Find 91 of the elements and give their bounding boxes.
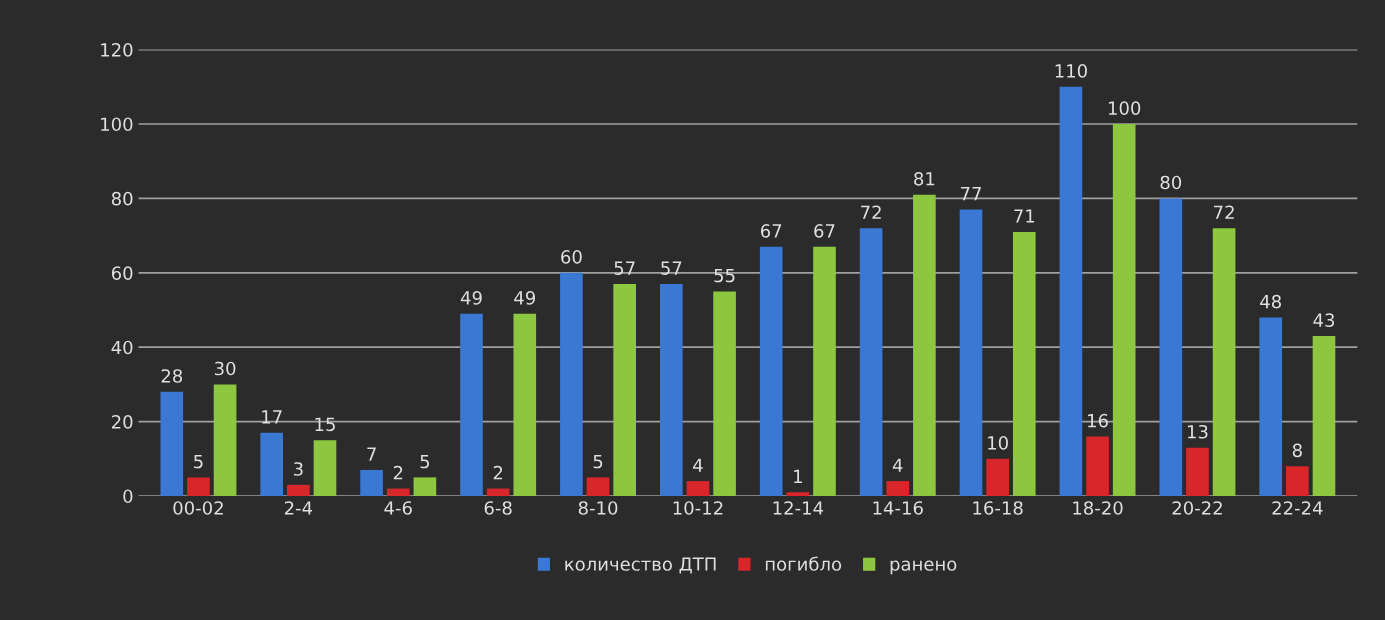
y-tick-label: 40 <box>111 340 133 355</box>
data-label: 3 <box>293 462 303 476</box>
x-tick-label: 20-22 <box>1172 501 1222 515</box>
data-label: 72 <box>861 205 881 219</box>
y-tick-label: 20 <box>111 415 133 429</box>
bar <box>560 272 583 496</box>
bar <box>1112 124 1136 496</box>
bar <box>1159 198 1183 496</box>
legend-label: количество ДТП <box>565 557 716 574</box>
data-label: 5 <box>420 454 430 469</box>
bar <box>959 209 983 496</box>
bar <box>460 313 483 496</box>
data-label: 49 <box>514 291 535 305</box>
data-label: 10 <box>988 436 1008 450</box>
data-label: 67 <box>760 224 782 238</box>
x-tick-label: 00-02 <box>173 501 223 515</box>
bar <box>886 481 910 496</box>
x-tick-label: 4-6 <box>384 501 412 515</box>
data-label: 8 <box>1292 443 1302 458</box>
bar <box>659 283 683 496</box>
bar <box>160 391 184 496</box>
data-label: 81 <box>914 171 935 186</box>
data-label: 100 <box>1108 101 1141 115</box>
x-tick-label: 2-4 <box>284 501 313 515</box>
data-label: 49 <box>460 291 482 305</box>
x-tick-label: 10-12 <box>673 501 723 515</box>
bar <box>586 477 610 496</box>
data-label: 43 <box>1313 313 1335 327</box>
data-label: 1 <box>794 469 802 483</box>
data-label: 13 <box>1187 424 1208 439</box>
data-label: 57 <box>614 261 635 275</box>
x-tick-label: 18-20 <box>1073 501 1123 515</box>
y-tick-label: 0 <box>123 489 133 504</box>
data-label: 30 <box>214 361 236 376</box>
data-label: 110 <box>1055 64 1087 78</box>
bar <box>287 484 310 496</box>
data-label: 17 <box>262 410 282 424</box>
data-label: 28 <box>161 369 183 383</box>
bar <box>213 384 237 496</box>
data-label: 2 <box>493 465 503 480</box>
data-label: 4 <box>892 458 903 472</box>
data-label: 48 <box>1260 294 1281 309</box>
x-tick-label: 6-8 <box>484 501 512 515</box>
bar <box>1259 317 1283 496</box>
bar <box>913 194 936 496</box>
bar <box>986 458 1009 496</box>
y-tick-label: 80 <box>111 191 133 206</box>
data-label: 80 <box>1160 175 1182 190</box>
x-tick-label: 22-24 <box>1272 501 1323 515</box>
bar <box>686 481 710 496</box>
legend-label: ранено <box>890 560 957 575</box>
bar <box>713 291 736 496</box>
bar <box>313 440 337 496</box>
x-tick-label: 16-18 <box>973 501 1023 515</box>
data-label: 71 <box>1014 209 1035 223</box>
data-label: 57 <box>661 261 682 275</box>
data-label: 5 <box>194 454 203 469</box>
bar <box>386 488 410 496</box>
data-label: 2 <box>393 465 403 480</box>
data-label: 72 <box>1214 205 1234 219</box>
bar <box>613 283 637 496</box>
bar <box>260 432 284 496</box>
data-label: 77 <box>961 187 981 201</box>
data-label: 7 <box>367 447 376 461</box>
bar <box>786 492 810 496</box>
data-label: 4 <box>693 458 703 472</box>
bar <box>1086 436 1109 496</box>
bar <box>759 246 783 496</box>
bar <box>1186 447 1209 496</box>
bar <box>1286 466 1309 496</box>
legend-label: погибло <box>765 556 842 571</box>
bar <box>413 477 437 496</box>
bar <box>1012 231 1036 496</box>
data-label: 5 <box>593 454 603 469</box>
bar <box>486 488 510 496</box>
bar <box>1059 86 1083 496</box>
x-tick-label: 14-16 <box>873 501 923 515</box>
bar <box>513 313 537 496</box>
bar <box>1312 336 1336 496</box>
bar <box>859 228 883 496</box>
x-tick-label: 8-10 <box>578 501 618 515</box>
bar <box>187 477 210 496</box>
data-label: 67 <box>814 224 835 238</box>
bar <box>813 246 836 496</box>
bar <box>360 469 383 496</box>
y-tick-label: 60 <box>111 266 133 280</box>
y-tick-label: 100 <box>101 117 133 132</box>
y-tick-label: 120 <box>101 43 133 57</box>
data-label: 60 <box>561 250 582 264</box>
x-tick-label: 12-14 <box>773 501 824 515</box>
bar <box>1212 228 1236 496</box>
